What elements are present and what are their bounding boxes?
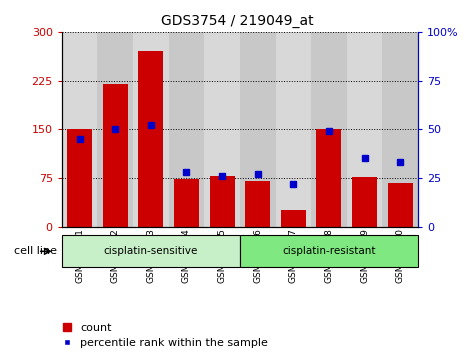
Bar: [311, 32, 347, 227]
Bar: [240, 235, 418, 267]
Bar: [382, 32, 418, 227]
Bar: [347, 32, 382, 227]
Bar: [174, 179, 199, 227]
Bar: [245, 181, 270, 227]
Bar: [240, 32, 276, 227]
Bar: [133, 32, 169, 227]
Text: cisplatin-resistant: cisplatin-resistant: [282, 246, 376, 256]
Text: cell line: cell line: [14, 246, 57, 256]
Text: GDS3754 / 219049_at: GDS3754 / 219049_at: [161, 14, 314, 28]
Bar: [388, 183, 413, 227]
Text: cisplatin-sensitive: cisplatin-sensitive: [104, 246, 198, 256]
Bar: [62, 32, 97, 227]
Bar: [62, 235, 240, 267]
Bar: [316, 129, 342, 227]
Bar: [352, 177, 377, 227]
Bar: [276, 32, 311, 227]
Bar: [103, 84, 128, 227]
Bar: [97, 32, 133, 227]
Bar: [138, 51, 163, 227]
Bar: [169, 32, 204, 227]
Bar: [67, 129, 92, 227]
Bar: [209, 176, 235, 227]
Bar: [281, 210, 306, 227]
Legend: count, percentile rank within the sample: count, percentile rank within the sample: [63, 322, 268, 348]
Bar: [204, 32, 240, 227]
